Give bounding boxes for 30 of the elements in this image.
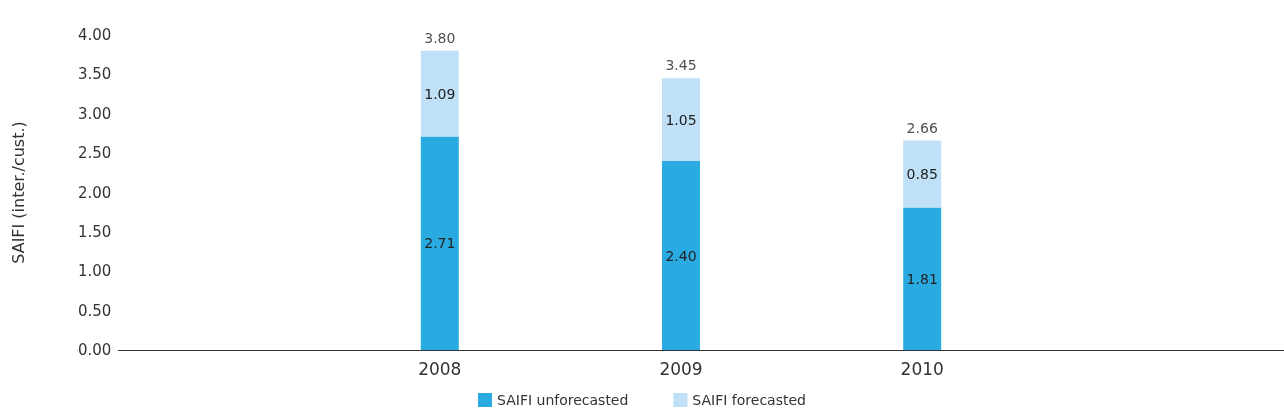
total-label: 2.66 [906,119,938,136]
y-tick-label: 1.00 [78,262,112,281]
y-tick-label: 4.00 [78,26,112,44]
bar [420,136,459,350]
bar [420,50,459,137]
y-tick-label: 1.50 [78,222,112,241]
y-tick-label: 0.00 [78,341,112,359]
data-label: 2.40 [665,247,697,264]
x-tick-label: 2010 [900,358,944,379]
data-label: 1.09 [424,85,456,102]
y-tick-label: 0.50 [78,301,112,320]
bar [903,140,942,208]
y-tick-label: 2.00 [78,183,112,202]
y-tick-label: 3.00 [78,104,112,123]
data-label: 2.71 [424,235,456,252]
y-tick-label: 2.50 [78,144,112,163]
total-label: 3.45 [665,57,697,74]
bar [662,78,700,161]
y-tick-label: 3.50 [78,65,112,84]
data-label: 1.05 [665,111,697,128]
legend-label: SAIFI forecasted [692,392,806,408]
data-label: 0.85 [906,165,938,182]
legend-label: SAIFI unforecasted [497,392,629,408]
x-tick-label: 2009 [659,358,703,379]
data-label: 1.81 [906,270,938,287]
total-label: 3.80 [424,29,456,46]
y-axis-title: SAIFI (inter./cust.) [8,121,28,264]
x-tick-label: 2008 [418,358,462,379]
bar [903,207,942,350]
bar [662,161,700,350]
